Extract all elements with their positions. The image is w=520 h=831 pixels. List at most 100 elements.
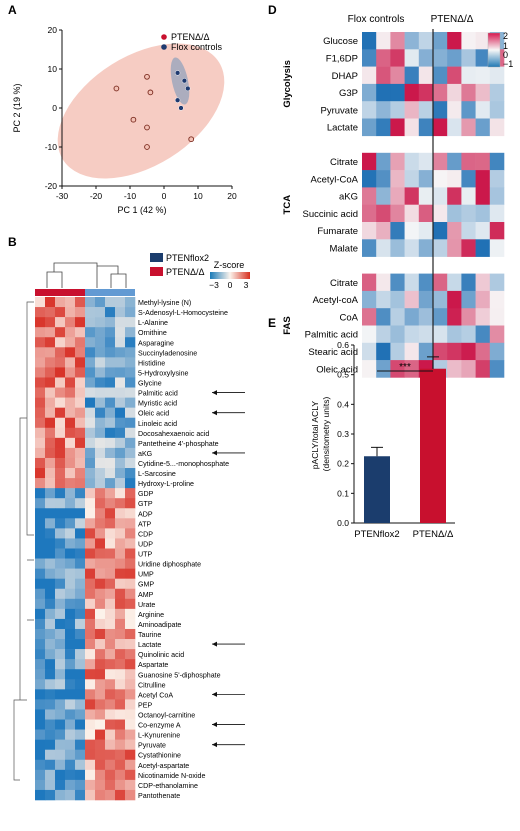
heatmap-cell — [35, 478, 46, 489]
heatmap-cell — [125, 618, 136, 630]
legend-label-pten-dd: PTENΔ/Δ — [166, 267, 205, 277]
heatmap-cell — [65, 558, 76, 569]
heatmap-cell — [35, 427, 46, 439]
heatmap-cell — [85, 679, 96, 690]
heatmap-cell — [75, 347, 86, 358]
heatmap-cell — [35, 357, 46, 368]
row-label-akg: aKG — [138, 450, 152, 458]
heatmap-cell — [35, 307, 46, 318]
heatmap-cell — [35, 447, 46, 459]
heatmap-cell — [105, 437, 116, 449]
heatmap-cell — [45, 578, 56, 590]
heatmap-cell — [35, 468, 46, 479]
heatmap-cell — [105, 297, 116, 308]
heatmap-cell — [75, 588, 86, 600]
heatmap-cell — [125, 518, 136, 529]
heatmap-cell — [65, 498, 76, 509]
heatmap-cell — [125, 538, 136, 549]
heatmap-cell — [85, 457, 96, 469]
heatmap-cell — [489, 101, 505, 119]
heatmap-cell — [115, 297, 126, 308]
heatmap-cell — [55, 548, 66, 559]
heatmap-cell — [105, 337, 116, 348]
heatmap-cell — [95, 739, 106, 750]
row-label-histidine: Histidine — [138, 359, 165, 367]
row-label-cdp: CDP — [138, 530, 153, 538]
heatmap-cell — [65, 457, 76, 469]
heatmap-cell — [75, 317, 86, 328]
panel-a-points — [113, 70, 195, 150]
heatmap-cell — [418, 204, 434, 223]
row-label-cystathionine: Cystathionine — [138, 752, 181, 760]
heatmap-cell — [404, 239, 420, 257]
heatmap-cell — [115, 719, 126, 730]
colorbar-tick-mid: 0 — [228, 280, 233, 290]
heatmap-cell — [433, 308, 448, 326]
row-label-fas-stearic-acid: Stearic acid — [308, 347, 358, 358]
heatmap-cell — [418, 152, 434, 171]
heatmap-cell — [55, 649, 66, 660]
heatmap-cell — [75, 397, 86, 408]
heatmap-cell — [404, 187, 420, 205]
row-label-glycine: Glycine — [138, 380, 162, 388]
heatmap-cell — [125, 588, 136, 600]
heatmap-cell — [404, 273, 420, 292]
legend-swatch-pten-dd — [150, 267, 163, 276]
heatmap-cell — [55, 327, 66, 338]
heatmap-cell — [85, 558, 96, 569]
heatmap-cell — [65, 739, 76, 750]
heatmap-cell — [55, 447, 66, 459]
heatmap-cell — [489, 222, 505, 240]
heatmap-cell — [95, 397, 106, 408]
heatmap-cell — [115, 709, 126, 720]
heatmap-cell — [45, 709, 56, 720]
heatmap-cell — [115, 307, 126, 318]
column-dendrogram — [46, 262, 127, 288]
heatmap-cell — [376, 101, 391, 119]
flox-point — [185, 85, 191, 92]
heatmap-cell — [55, 508, 66, 519]
heatmap-cell — [362, 273, 377, 292]
heatmap-cell — [95, 297, 106, 308]
heatmap-cell — [125, 367, 136, 378]
y-tick-label: -20 — [45, 181, 58, 191]
heatmap-cell — [447, 118, 462, 137]
heatmap-cell — [95, 387, 106, 398]
heatmap-cell — [125, 498, 136, 509]
heatmap-cell — [404, 152, 420, 171]
row-label-arginine: Arginine — [138, 611, 164, 619]
heatmap-cell — [85, 367, 96, 378]
heatmap-cell — [362, 49, 377, 67]
heatmap-cell — [75, 779, 86, 791]
heatmap-cell — [105, 468, 116, 479]
heatmap-cell — [45, 779, 56, 791]
heatmap-cell — [95, 478, 106, 489]
heatmap-cell — [105, 317, 116, 328]
heatmap-cell — [390, 152, 405, 171]
heatmap-cell — [35, 739, 46, 750]
heatmap-cell — [433, 290, 448, 309]
heatmap-cell — [125, 488, 136, 499]
heatmap-cell — [105, 618, 116, 630]
y-tick-label: 0.2 — [337, 459, 349, 469]
heatmap-cell — [125, 558, 136, 569]
colorbar-d-tick-0: 0 — [503, 50, 508, 60]
heatmap-cell — [75, 669, 86, 680]
heatmap-cell — [55, 618, 66, 630]
heatmap-cell — [85, 749, 96, 761]
heatmap-cell — [55, 317, 66, 328]
heatmap-cell — [461, 83, 476, 102]
heatmap-cell — [95, 679, 106, 690]
heatmap-cell — [65, 317, 76, 328]
heatmap-cell — [115, 789, 126, 801]
heatmap-cell — [125, 709, 136, 720]
row-label-lactate: Lactate — [138, 641, 161, 649]
heatmap-cell — [447, 187, 462, 205]
pten-point — [130, 116, 137, 123]
heatmap-cell — [433, 66, 448, 85]
heatmap-cell — [475, 32, 491, 50]
heatmap-cell — [35, 679, 46, 690]
heatmap-cell — [447, 204, 462, 223]
heatmap-cell — [461, 325, 476, 344]
heatmap-cell — [55, 528, 66, 539]
